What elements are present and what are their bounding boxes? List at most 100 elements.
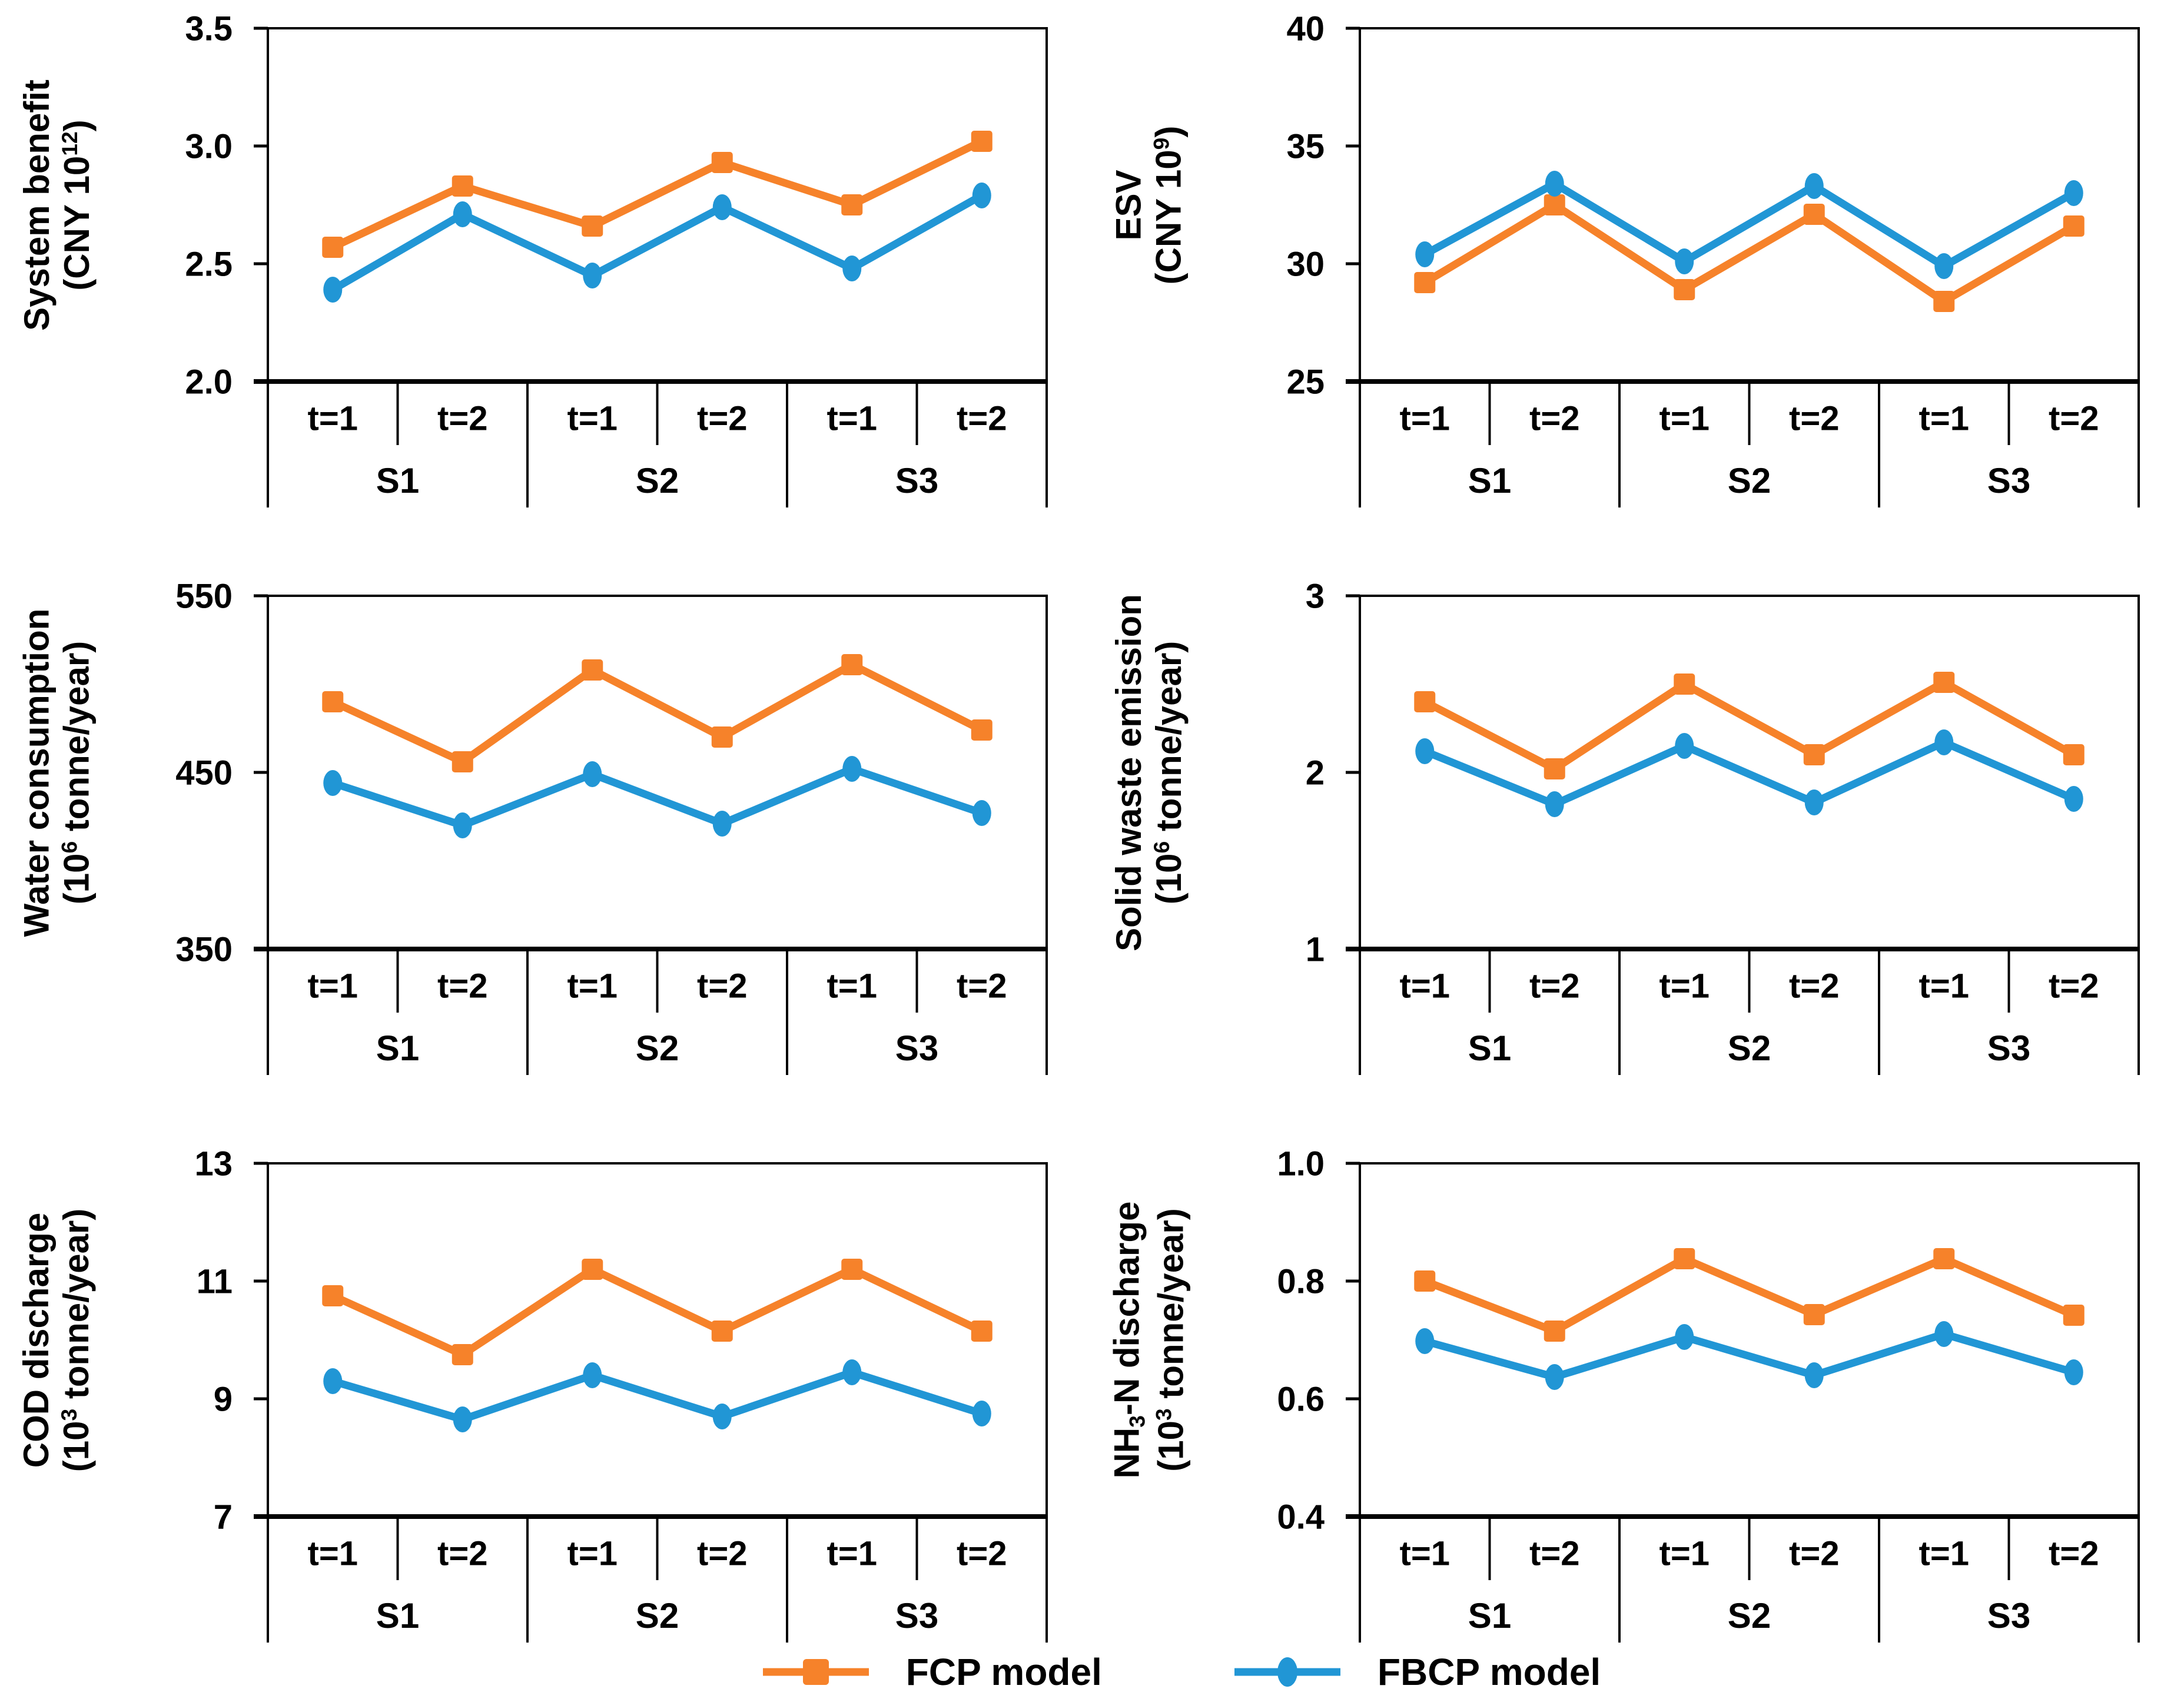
scenario-label: S2	[1728, 461, 1771, 500]
scenario-label: S1	[376, 461, 419, 500]
time-label: t=2	[957, 967, 1007, 1005]
marker-fbcp	[712, 194, 732, 220]
marker-fcp	[1933, 291, 1955, 312]
marker-fbcp	[2064, 180, 2083, 206]
time-label: t=2	[1529, 399, 1579, 437]
series-line-fbcp	[328, 191, 986, 294]
y-tick-label: 350	[175, 930, 233, 968]
series-line-fbcp	[328, 1368, 986, 1424]
time-label: t=1	[1659, 967, 1710, 1005]
scenario-label: S1	[1468, 1029, 1511, 1068]
series-line-fcp	[328, 1265, 986, 1359]
y-tick-label: 3.5	[185, 9, 233, 48]
plot-frame	[1359, 595, 2140, 949]
time-label: t=2	[697, 967, 747, 1005]
marker-fbcp	[842, 1359, 862, 1385]
plot-solid-waste-emission: 1 2 3 t=1 t=2 t=1 t=2 t=1 t=2 S1 S2 S3	[1306, 577, 2140, 1075]
scenario-label: S1	[1468, 1596, 1511, 1635]
marker-fcp	[1544, 1321, 1565, 1342]
y-tick-label: 2	[1306, 754, 1325, 792]
marker-fbcp	[1415, 241, 1435, 267]
plot-water-consumption: 350 450 550 t=1 t=2 t=1 t=2 t=1 t=2 S1 S2 S3	[175, 577, 1048, 1075]
marker-fcp	[1544, 194, 1565, 215]
y-tick-label: 2.5	[185, 245, 233, 283]
scenario-label: S3	[895, 1029, 938, 1068]
marker-fbcp	[1545, 171, 1564, 197]
marker-fbcp	[1415, 738, 1435, 764]
panel-nh3-n-discharge: NH3-N discharge (103 tonne/year) 0.4 0.6 0.8…	[1092, 1135, 2184, 1702]
time-label: t=2	[1529, 1534, 1579, 1572]
marker-fbcp	[323, 277, 343, 303]
time-label: t=2	[2049, 967, 2099, 1005]
plot-system-benefit: 2.0 2.5 3.0 3.5 t=1 t=2 t=1 t=2 t=1 t=2 S1 S2 S3	[185, 9, 1048, 507]
y-tick-label: 11	[197, 1262, 233, 1300]
marker-fbcp	[1545, 1364, 1564, 1390]
time-label: t=2	[437, 399, 487, 437]
time-label: t=2	[1529, 967, 1579, 1005]
legend-label-fcp: FCP model	[905, 1651, 1102, 1693]
series-line-fcp	[1420, 678, 2078, 773]
time-label: t=2	[697, 1534, 747, 1572]
marker-fcp	[1414, 272, 1436, 293]
marker-fcp	[1544, 758, 1565, 779]
time-label: t=2	[1789, 967, 1839, 1005]
marker-fcp	[1803, 744, 1825, 765]
marker-fcp	[1933, 1248, 1955, 1269]
time-label: t=2	[437, 967, 487, 1005]
scenario-label: S3	[1987, 1596, 2030, 1635]
marker-fbcp	[453, 201, 472, 227]
marker-fbcp	[453, 812, 472, 838]
plot-cod-discharge: 7 9 11 13 t=1 t=2 t=1 t=2 t=1 t=2 S1 S2 S3	[194, 1144, 1048, 1643]
marker-fbcp	[583, 761, 602, 787]
time-label: t=1	[567, 1534, 618, 1572]
marker-fbcp	[323, 1368, 343, 1394]
time-label: t=1	[1919, 399, 1969, 437]
time-label: t=1	[567, 399, 618, 437]
marker-fcp	[2063, 215, 2085, 237]
marker-fbcp	[1675, 1324, 1694, 1350]
marker-fcp	[2063, 1305, 2085, 1326]
time-label: t=2	[2049, 1534, 2099, 1572]
time-label: t=1	[1919, 967, 1969, 1005]
marker-fcp	[1674, 673, 1695, 695]
marker-fbcp	[1675, 248, 1694, 274]
marker-fbcp	[842, 756, 862, 782]
marker-fbcp	[1415, 1328, 1435, 1354]
y-tick-label: 1	[1306, 930, 1325, 968]
marker-fcp	[582, 659, 603, 681]
marker-fbcp	[583, 263, 602, 288]
marker-fcp	[1414, 1270, 1436, 1292]
marker-fbcp	[1675, 733, 1694, 759]
scenario-label: S1	[1468, 461, 1511, 500]
plot-frame	[267, 595, 1048, 949]
time-label: t=1	[827, 1534, 877, 1572]
y-tick-label: 0.6	[1277, 1380, 1325, 1418]
marker-fbcp	[1804, 173, 1824, 199]
y-tick-label: 40	[1286, 9, 1325, 48]
marker-fcp	[582, 1259, 603, 1280]
scenario-label: S2	[636, 1596, 679, 1635]
panel-solid-waste-emission: Solid waste emission (106 tonne/year) 1 2 3 t…	[1092, 568, 2184, 1135]
marker-fcp	[711, 152, 733, 173]
y-tick-label: 0.4	[1277, 1498, 1325, 1536]
marker-fcp	[711, 726, 733, 748]
marker-fbcp	[1934, 729, 1954, 755]
time-label: t=1	[1400, 1534, 1450, 1572]
marker-fcp	[2063, 744, 2085, 765]
legend-item-fcp: FCP model	[760, 1644, 1102, 1700]
marker-fcp	[322, 1285, 344, 1306]
marker-fcp	[841, 654, 863, 675]
marker-fcp	[841, 194, 863, 215]
panel-system-benefit: System benefit (CNY 1012) 2.0 2.5 3.0 3.5 t=1 t…	[0, 0, 1092, 568]
marker-fcp	[582, 215, 603, 237]
marker-fbcp	[453, 1406, 472, 1432]
y-tick-label: 13	[194, 1144, 233, 1183]
time-label: t=1	[1400, 967, 1450, 1005]
y-tick-label: 3	[1306, 577, 1325, 615]
marker-fbcp	[2064, 1359, 2083, 1385]
plot-frame	[267, 1162, 1048, 1517]
marker-fbcp	[842, 256, 862, 281]
panel-esv: ESV (CNY 109) 25 30 35 40 t=1 t=2 t=1 t=2 t=1 t=2 S1…	[1092, 0, 2184, 568]
scenario-label: S3	[1987, 1029, 2030, 1068]
